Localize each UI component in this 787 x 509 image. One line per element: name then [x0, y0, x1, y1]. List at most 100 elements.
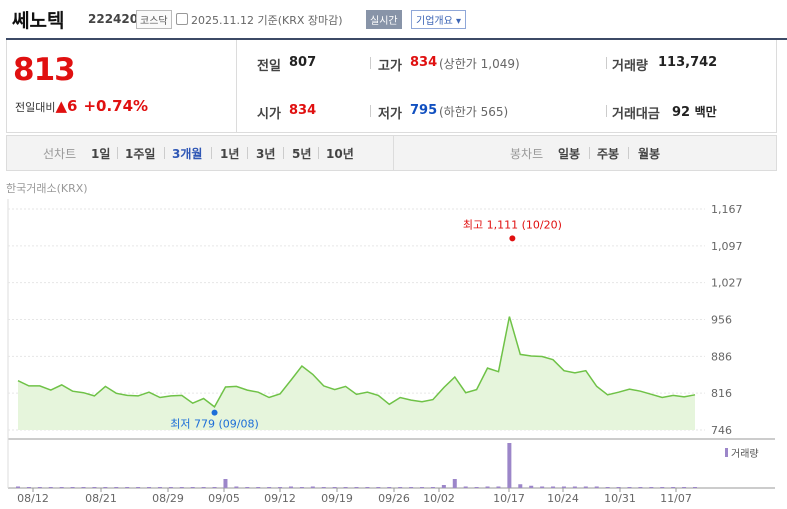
- x-tick-label: 09/12: [264, 492, 296, 505]
- up-arrow-icon: ▲: [55, 97, 68, 115]
- tab-1w[interactable]: 1주일: [125, 147, 156, 161]
- tab-1d[interactable]: 1일: [91, 147, 111, 161]
- volume-bar: [474, 487, 479, 488]
- volume-bar: [463, 486, 468, 488]
- y-tick-label: 956: [711, 314, 732, 327]
- divider: [606, 105, 607, 117]
- tab-1y[interactable]: 1년: [220, 147, 240, 161]
- stock-name: 쎄노텍: [12, 10, 65, 32]
- company-overview-button[interactable]: 기업개요 ▾: [411, 10, 466, 29]
- volume-bar: [26, 487, 31, 488]
- divider: [164, 147, 165, 159]
- volume-bar: [81, 487, 86, 488]
- volume-bar: [616, 487, 621, 488]
- exchange-label: 한국거래소(KRX): [6, 182, 88, 195]
- volume-value: 113,742: [658, 55, 718, 70]
- quote-panel: 813 전일대비▲6 +0.74% 전일 807 고가 834 (상한가 1,04…: [6, 40, 777, 133]
- volume-bar: [649, 487, 654, 488]
- change-percent: +0.74%: [83, 97, 149, 115]
- volume-bar: [354, 487, 359, 488]
- x-tick-label: 10/24: [547, 492, 579, 505]
- volume-bar: [16, 486, 20, 488]
- high-label: 최고 1,111 (10/20): [463, 218, 562, 231]
- volume-bar: [387, 487, 392, 488]
- volume-bar: [179, 487, 184, 488]
- candle-chart-label: 봉차트: [510, 147, 544, 161]
- prev-value: 807: [289, 55, 317, 70]
- volume-bar: [420, 487, 425, 488]
- volume-bar: [147, 487, 152, 488]
- stock-code: 222420: [88, 12, 139, 26]
- y-tick-label: 746: [711, 424, 732, 437]
- tab-daily[interactable]: 일봉: [558, 147, 581, 161]
- prev-label: 전일: [257, 59, 281, 74]
- volume-legend-swatch: [725, 448, 728, 457]
- change-label: 전일대비: [15, 101, 56, 114]
- tab-weekly[interactable]: 주봉: [597, 147, 620, 161]
- volume-bar: [125, 487, 130, 488]
- volume-bar: [212, 487, 217, 488]
- divider: [283, 147, 284, 159]
- volume-bar: [627, 487, 632, 488]
- volume-bar: [496, 486, 501, 488]
- open-label: 시가: [257, 107, 281, 122]
- price-area: [18, 316, 695, 430]
- volume-bar: [605, 487, 610, 488]
- high-label: 고가: [378, 59, 402, 74]
- volume-bar: [572, 486, 577, 488]
- volume-bar: [398, 487, 403, 488]
- line-chart-label: 선차트: [43, 147, 77, 161]
- volume-bar: [92, 487, 97, 488]
- volume-legend: 거래량: [731, 448, 759, 460]
- x-tick-label: 09/19: [321, 492, 353, 505]
- header-divider: [6, 38, 787, 40]
- x-tick-label: 10/17: [493, 492, 525, 505]
- volume-bar: [37, 487, 42, 488]
- volume-bar: [529, 485, 534, 488]
- volume-bar: [157, 487, 162, 488]
- upper-limit: (상한가 1,049): [439, 57, 520, 71]
- volume-bar: [343, 487, 348, 488]
- header: 쎄노텍 222420 코스닥 2025.11.12 기준(KRX 장마감) 실시…: [0, 0, 787, 38]
- y-tick-label: 816: [711, 387, 732, 400]
- volume-bar: [682, 487, 687, 488]
- tab-3y[interactable]: 3년: [256, 147, 276, 161]
- x-tick-label: 09/26: [378, 492, 410, 505]
- divider: [318, 147, 319, 159]
- volume-bar: [103, 487, 108, 488]
- y-tick-label: 886: [711, 350, 732, 363]
- tab-10y[interactable]: 10년: [326, 147, 354, 161]
- volume-bar: [409, 487, 414, 488]
- volume-bar: [507, 443, 512, 488]
- y-tick-label: 1,027: [711, 277, 743, 290]
- lower-limit: (하한가 565): [439, 105, 509, 119]
- divider: [236, 40, 237, 132]
- volume-bar: [70, 487, 75, 488]
- tab-3m[interactable]: 3개월: [172, 147, 203, 161]
- x-tick-label: 10/31: [604, 492, 636, 505]
- volume-label: 거래량: [612, 59, 648, 74]
- clock-icon: [176, 13, 188, 25]
- chart-tabs: 선차트 1일 1주일 3개월 1년 3년 5년 10년 봉차트 일봉 주봉 월봉: [6, 135, 777, 171]
- x-tick-label: 11/07: [660, 492, 692, 505]
- price-line: [17, 316, 696, 409]
- volume-bar: [583, 486, 588, 488]
- quote-date: 2025.11.12 기준(KRX 장마감): [191, 14, 343, 27]
- volume-bar: [310, 486, 315, 488]
- divider: [370, 57, 371, 69]
- divider: [606, 57, 607, 69]
- tab-monthly[interactable]: 월봉: [638, 147, 661, 161]
- volume-bar: [561, 486, 566, 488]
- volume-bar: [540, 486, 545, 488]
- tab-5y[interactable]: 5년: [292, 147, 312, 161]
- volume-bar: [234, 486, 239, 488]
- volume-bar: [551, 486, 556, 488]
- realtime-button[interactable]: 실시간: [366, 10, 402, 29]
- low-marker: [211, 409, 218, 416]
- volume-bar: [168, 487, 173, 488]
- volume-bar: [638, 487, 643, 488]
- x-tick-label: 08/12: [17, 492, 49, 505]
- divider: [211, 147, 212, 159]
- low-label: 저가: [378, 107, 402, 122]
